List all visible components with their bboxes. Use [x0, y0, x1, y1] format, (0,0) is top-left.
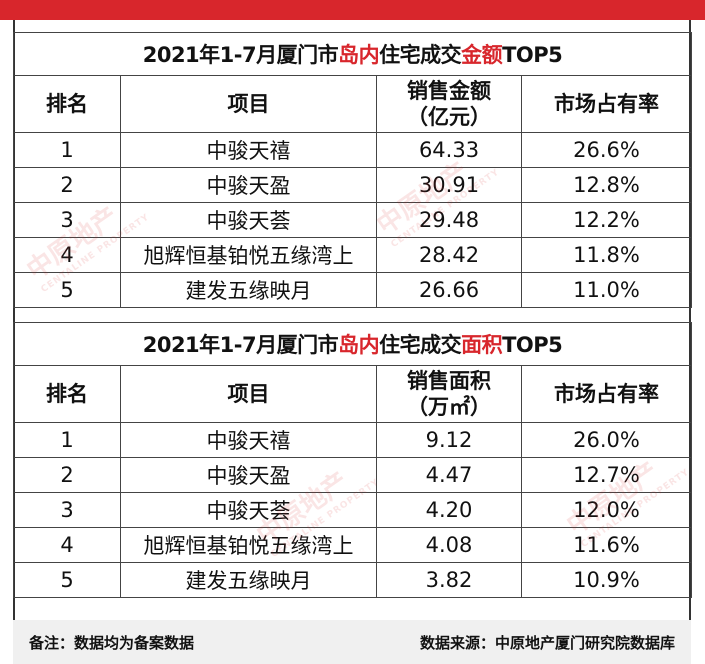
share-cell: 26.0% — [520, 422, 693, 458]
project-cell: 中骏天禧 — [120, 132, 377, 168]
value-cell: 64.33 — [376, 132, 522, 168]
area-top5-table: 2021年1-7月厦门市岛内住宅成交面积TOP5 排名 项目 销售面积 （万㎡） … — [12, 322, 693, 598]
rank-cell: 5 — [13, 272, 121, 308]
rank-cell: 2 — [13, 457, 121, 493]
rank-cell: 1 — [13, 132, 121, 168]
header-row: 排名 项目 销售金额 （亿元） 市场占有率 — [13, 75, 693, 133]
share-cell: 12.8% — [520, 167, 693, 203]
project-cell: 中骏天禧 — [120, 422, 377, 458]
rank-cell: 4 — [13, 527, 121, 563]
project-cell: 旭辉恒基铂悦五缘湾上 — [120, 527, 377, 563]
table-row: 4 旭辉恒基铂悦五缘湾上 4.08 11.6% — [13, 527, 693, 563]
share-cell: 11.6% — [520, 527, 693, 563]
table-title: 2021年1-7月厦门市岛内住宅成交金额TOP5 — [12, 32, 693, 76]
rank-cell: 3 — [13, 492, 121, 528]
table-row: 2 中骏天盈 4.47 12.7% — [13, 457, 693, 493]
rank-cell: 1 — [13, 422, 121, 458]
area-header: 销售面积 （万㎡） — [376, 365, 522, 423]
rank-cell: 3 — [13, 202, 121, 238]
share-cell: 12.2% — [520, 202, 693, 238]
rank-header: 排名 — [13, 75, 121, 133]
value-cell: 29.48 — [376, 202, 522, 238]
share-cell: 11.8% — [520, 237, 693, 273]
value-cell: 4.47 — [376, 457, 522, 493]
value-cell: 26.66 — [376, 272, 522, 308]
share-header: 市场占有率 — [520, 75, 693, 133]
amount-header: 销售金额 （亿元） — [376, 75, 522, 133]
table-title: 2021年1-7月厦门市岛内住宅成交面积TOP5 — [12, 322, 693, 366]
project-cell: 中骏天荟 — [120, 202, 377, 238]
value-cell: 4.08 — [376, 527, 522, 563]
table-row: 5 建发五缘映月 26.66 11.0% — [13, 272, 693, 308]
footer-note: 备注：数据均为备案数据 — [29, 634, 195, 652]
project-header: 项目 — [120, 75, 377, 133]
share-cell: 10.9% — [520, 562, 693, 598]
value-cell: 3.82 — [376, 562, 522, 598]
table-row: 2 中骏天盈 30.91 12.8% — [13, 167, 693, 203]
rank-cell: 4 — [13, 237, 121, 273]
project-cell: 建发五缘映月 — [120, 562, 377, 598]
share-cell: 11.0% — [520, 272, 693, 308]
project-header: 项目 — [120, 365, 377, 423]
project-cell: 中骏天盈 — [120, 457, 377, 493]
share-cell: 26.6% — [520, 132, 693, 168]
rank-header: 排名 — [13, 365, 121, 423]
table-row: 3 中骏天荟 29.48 12.2% — [13, 202, 693, 238]
share-cell: 12.7% — [520, 457, 693, 493]
rank-cell: 5 — [13, 562, 121, 598]
share-cell: 12.0% — [520, 492, 693, 528]
share-header: 市场占有率 — [520, 365, 693, 423]
project-cell: 中骏天盈 — [120, 167, 377, 203]
top-red-bar — [0, 0, 705, 20]
table-row: 5 建发五缘映月 3.82 10.9% — [13, 562, 693, 598]
footer-source: 数据来源：中原地产厦门研究院数据库 — [419, 634, 675, 652]
project-cell: 建发五缘映月 — [120, 272, 377, 308]
value-cell: 4.20 — [376, 492, 522, 528]
project-cell: 旭辉恒基铂悦五缘湾上 — [120, 237, 377, 273]
table-row: 4 旭辉恒基铂悦五缘湾上 28.42 11.8% — [13, 237, 693, 273]
table-row: 1 中骏天禧 9.12 26.0% — [13, 422, 693, 458]
table-row: 1 中骏天禧 64.33 26.6% — [13, 132, 693, 168]
footer-bar: 备注：数据均为备案数据 数据来源：中原地产厦门研究院数据库 — [13, 620, 691, 664]
value-cell: 9.12 — [376, 422, 522, 458]
header-row: 排名 项目 销售面积 （万㎡） 市场占有率 — [13, 365, 693, 423]
report-frame — [13, 20, 691, 620]
value-cell: 30.91 — [376, 167, 522, 203]
value-cell: 28.42 — [376, 237, 522, 273]
table-row: 3 中骏天荟 4.20 12.0% — [13, 492, 693, 528]
project-cell: 中骏天荟 — [120, 492, 377, 528]
amount-top5-table: 2021年1-7月厦门市岛内住宅成交金额TOP5 排名 项目 销售金额 （亿元） … — [12, 32, 693, 308]
rank-cell: 2 — [13, 167, 121, 203]
